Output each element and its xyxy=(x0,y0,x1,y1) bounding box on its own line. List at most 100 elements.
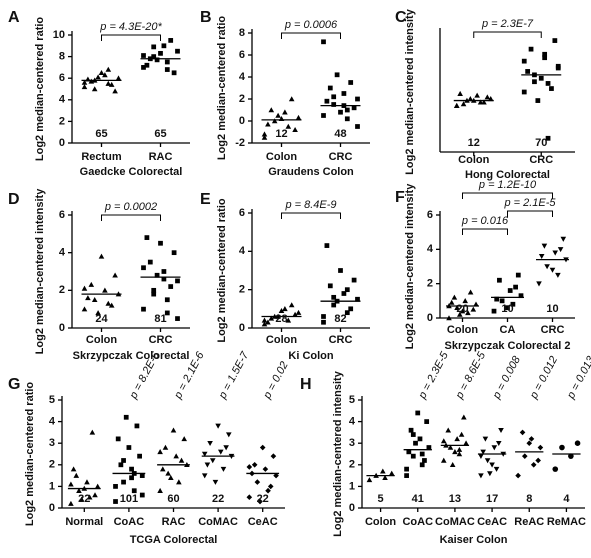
data-point xyxy=(536,281,542,287)
data-point xyxy=(154,272,160,278)
y-tick-label: 6 xyxy=(239,49,245,61)
data-point xyxy=(555,65,561,71)
data-point xyxy=(108,302,115,308)
x-tick-label: Colon xyxy=(447,324,478,336)
data-point xyxy=(139,492,145,498)
data-point xyxy=(463,440,469,446)
data-point xyxy=(168,284,174,289)
count-label: 60 xyxy=(167,493,179,505)
data-point xyxy=(91,296,98,302)
y-axis-label: Log2 median-centered ratio xyxy=(216,16,228,161)
data-point xyxy=(295,114,302,120)
panel-letter: D xyxy=(8,191,20,208)
y-axis-label: Log2 median-centered intensity xyxy=(332,370,344,537)
data-point xyxy=(73,472,80,478)
data-point xyxy=(159,466,166,472)
comparison-bracket xyxy=(281,32,341,39)
panel-letter: F xyxy=(395,189,405,206)
comparison-bracket xyxy=(462,228,508,235)
x-tick-label: CoMAC xyxy=(198,516,238,528)
x-tick-label: CeAC xyxy=(248,516,278,528)
data-point xyxy=(380,468,386,474)
data-point xyxy=(282,109,288,115)
x-axis-label: Skrzypczak Colorectal 2 xyxy=(445,340,571,352)
data-point xyxy=(170,427,177,433)
data-point xyxy=(165,470,171,476)
data-point xyxy=(204,462,211,468)
x-tick-label: CoAC xyxy=(402,516,433,528)
data-point xyxy=(537,444,544,451)
data-point xyxy=(285,317,292,323)
count-label: 81 xyxy=(154,313,166,325)
p-value: p = 4.3E-20* xyxy=(99,21,162,33)
data-point xyxy=(532,79,537,85)
data-point xyxy=(552,250,558,256)
x-tick-label: RAC xyxy=(149,151,173,163)
x-tick-label: CRC xyxy=(529,154,553,166)
x-tick-label: Rectum xyxy=(81,151,122,163)
data-point xyxy=(449,462,456,468)
data-point xyxy=(487,471,493,477)
count-label: 82 xyxy=(334,313,346,325)
panel-letter: A xyxy=(8,9,20,26)
y-tick-label: 4 xyxy=(427,243,434,255)
data-point xyxy=(478,453,484,459)
p-value: p = 2.3E-7 xyxy=(481,18,534,30)
y-tick-label: 6 xyxy=(427,209,433,221)
y-axis-label: Log2 median-centered ratio xyxy=(216,198,228,343)
x-tick-label: CRC xyxy=(329,151,353,163)
count-label: 101 xyxy=(120,493,138,505)
data-point xyxy=(112,88,118,94)
data-point xyxy=(447,444,454,450)
data-point xyxy=(94,483,101,489)
y-tick-label: 6 xyxy=(59,209,65,221)
data-point xyxy=(445,427,452,433)
data-point xyxy=(327,85,333,91)
data-point xyxy=(382,474,388,480)
data-point xyxy=(344,287,350,293)
x-tick-label: Normal xyxy=(65,516,103,528)
count-label: 48 xyxy=(334,128,346,140)
data-point xyxy=(366,477,373,483)
x-tick-label: Colon xyxy=(266,151,297,163)
data-point xyxy=(121,479,126,485)
data-point xyxy=(151,291,157,297)
y-tick-label: 4 xyxy=(239,245,246,257)
data-point xyxy=(507,288,513,293)
data-point xyxy=(134,423,140,429)
p-value: p = 0.02 xyxy=(261,360,291,402)
data-point xyxy=(115,75,122,81)
data-point xyxy=(68,500,74,506)
data-point xyxy=(446,315,452,321)
data-point xyxy=(331,302,337,308)
data-point xyxy=(355,296,360,302)
data-point xyxy=(535,457,541,464)
y-tick-label: 5 xyxy=(349,394,355,406)
data-point xyxy=(164,310,170,316)
count-label: 17 xyxy=(486,493,498,505)
count-label: 41 xyxy=(412,493,424,505)
data-point xyxy=(139,473,145,478)
data-point xyxy=(76,487,82,493)
comparison-bracket xyxy=(101,34,161,41)
data-point xyxy=(481,99,487,105)
data-point xyxy=(465,310,471,316)
data-point xyxy=(86,494,93,500)
data-point xyxy=(292,127,298,133)
data-point xyxy=(355,124,360,129)
count-label: 13 xyxy=(449,493,461,505)
y-tick-label: 0 xyxy=(239,322,245,334)
data-point xyxy=(348,306,354,312)
comparison-bracket xyxy=(462,192,553,199)
data-point xyxy=(151,44,157,50)
comparison-bracket xyxy=(473,31,542,38)
y-tick-label: 2 xyxy=(349,459,355,471)
data-point xyxy=(495,440,502,446)
data-point xyxy=(348,80,354,85)
data-point xyxy=(505,305,510,311)
x-tick-label: CRC xyxy=(329,334,353,346)
data-point xyxy=(510,301,516,307)
data-point xyxy=(271,118,278,124)
comparison-bracket xyxy=(281,212,341,219)
p-value: p = 2.1E-5 xyxy=(503,197,556,209)
